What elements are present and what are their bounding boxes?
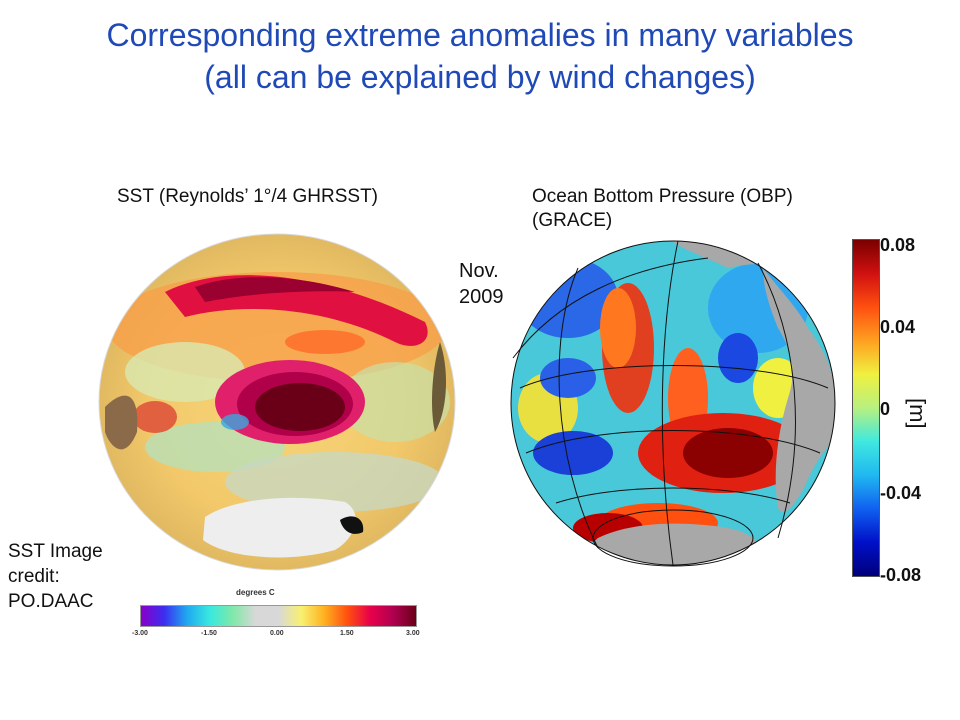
date-label: Nov. 2009 — [459, 258, 519, 310]
obp-label-line-1: Ocean Bottom Pressure (OBP) — [532, 186, 793, 207]
credit-line-1: SST Image — [8, 541, 103, 562]
image-credit: SST Image credit: PO.DAAC — [8, 539, 138, 614]
sst-tick-label: 3.00 — [406, 630, 420, 637]
obp-label-line-2: (GRACE) — [532, 210, 613, 231]
credit-line-2: credit: — [8, 566, 60, 587]
title-line-2: (all can be explained by wind changes) — [204, 59, 756, 95]
date-month: Nov. — [459, 260, 499, 282]
sst-colorbar-title: degrees C — [236, 588, 275, 597]
sst-colorbar: degrees C -3.00 -1.50 0.00 1.50 3.00 — [130, 588, 420, 648]
title-line-1: Corresponding extreme anomalies in many … — [106, 17, 854, 53]
obp-panel-label: Ocean Bottom Pressure (OBP) (GRACE) — [532, 185, 872, 233]
obp-globe-image — [510, 240, 836, 567]
obp-unit-label: [m] — [905, 398, 930, 429]
sst-tick-label: -3.00 — [132, 630, 148, 637]
obp-tick-label: -0.08 — [880, 565, 922, 585]
sst-tick-label: 0.00 — [270, 630, 284, 637]
sst-tick-label: 1.50 — [340, 630, 354, 637]
obp-tick-label: 0.04 — [880, 317, 916, 337]
obp-tick-label: 0.08 — [880, 235, 916, 255]
sst-tick-label: -1.50 — [201, 630, 217, 637]
obp-tick-label: 0 — [880, 399, 891, 419]
date-year: 2009 — [459, 286, 504, 308]
sst-globe-image — [98, 233, 456, 571]
credit-line-3: PO.DAAC — [8, 591, 94, 612]
sst-colorbar-gradient — [140, 605, 417, 627]
sst-panel-label: SST (Reynolds’ 1°/4 GHRSST) — [117, 186, 379, 207]
slide-title: Corresponding extreme anomalies in many … — [0, 14, 960, 98]
obp-tick-label: -0.04 — [880, 483, 922, 503]
obp-colorbar — [852, 239, 880, 577]
